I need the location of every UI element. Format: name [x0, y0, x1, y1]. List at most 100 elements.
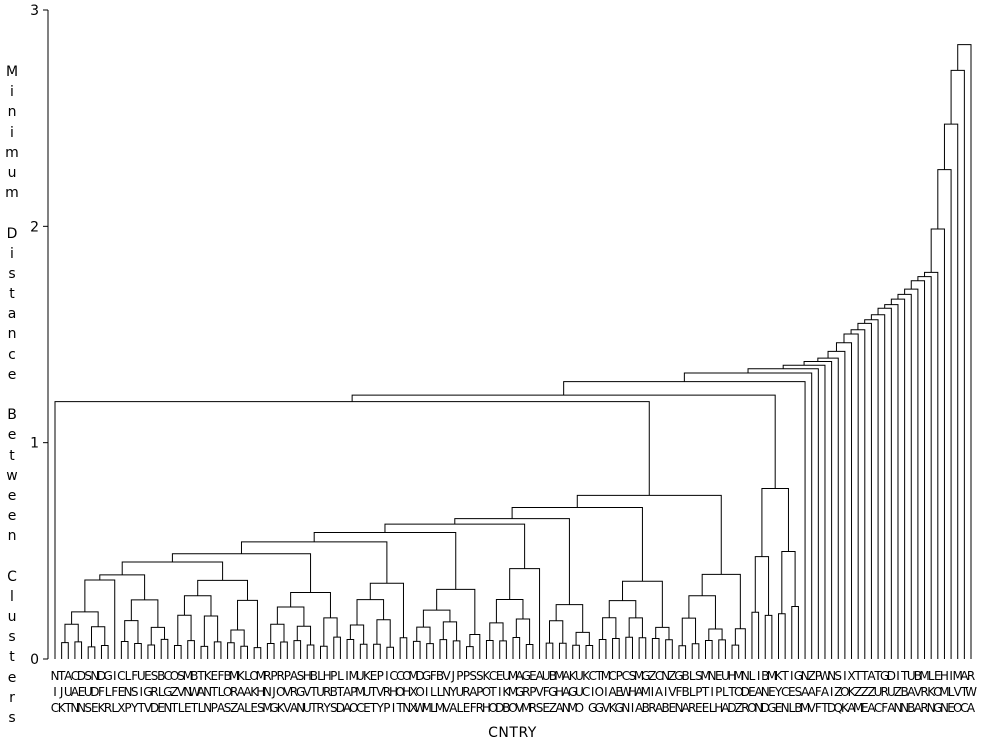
svg-text:I: I — [425, 685, 429, 699]
dendrogram-link — [943, 123, 959, 659]
svg-text:I: I — [949, 669, 953, 683]
dendrogram-link — [293, 640, 302, 659]
svg-text:U: U — [721, 669, 730, 683]
svg-text:G: G — [143, 685, 152, 699]
svg-text:X: X — [847, 669, 855, 683]
svg-text:R: R — [522, 685, 530, 699]
svg-text:N: N — [203, 701, 212, 715]
svg-text:A: A — [847, 701, 856, 715]
svg-text:A: A — [967, 701, 976, 715]
leaf-labels: NICTJKAUTCANDENSUSNDEDFKGLRIFLCEXLNPFSYU… — [51, 669, 978, 715]
svg-text:L: L — [430, 685, 437, 699]
leaf-label: WAT — [819, 669, 831, 715]
leaf-label: KOH — [482, 669, 492, 715]
leaf-label: AAN — [562, 669, 571, 715]
svg-text:V: V — [177, 685, 186, 699]
svg-text:A: A — [754, 685, 763, 699]
leaf-label: LAL — [243, 669, 252, 715]
svg-text:G: G — [674, 669, 683, 683]
svg-text:D: D — [887, 669, 896, 683]
svg-text:T: T — [137, 701, 146, 715]
svg-text:B: B — [190, 669, 198, 683]
svg-text:N: N — [203, 685, 212, 699]
svg-text:K: K — [927, 685, 936, 699]
svg-text:Z: Z — [861, 685, 869, 699]
dendrogram-link — [150, 626, 166, 645]
svg-text:Z: Z — [867, 685, 875, 699]
y-tick-label: 2 — [30, 219, 39, 235]
svg-text:K: K — [483, 669, 492, 683]
dendrogram-link — [270, 623, 285, 644]
svg-text:L: L — [105, 685, 112, 699]
svg-text:M: M — [953, 669, 963, 683]
leaf-label: TUC — [873, 669, 882, 715]
svg-text:T: T — [369, 701, 378, 715]
svg-text:C: C — [356, 701, 364, 715]
leaf-label: LTD — [336, 669, 345, 715]
leaf-label: PVV — [283, 669, 292, 715]
leaf-label: GMB — [641, 669, 651, 715]
svg-text:C: C — [164, 669, 172, 683]
svg-text:B: B — [642, 701, 650, 715]
leaf-label: NIL — [708, 669, 717, 715]
svg-text:C: C — [781, 685, 789, 699]
dendrogram-link — [499, 640, 507, 659]
dendrogram-link — [369, 582, 404, 638]
leaf-label: MNE — [183, 669, 193, 715]
dendrogram-link — [346, 638, 355, 659]
dendrogram-link — [509, 568, 541, 659]
svg-text:S: S — [84, 701, 92, 715]
svg-text:P: P — [476, 685, 483, 699]
svg-text:M: M — [554, 669, 564, 683]
svg-text:J: J — [450, 669, 455, 683]
y-tick-label: 3 — [30, 3, 39, 19]
svg-text:O: O — [415, 685, 424, 699]
svg-text:A: A — [960, 669, 969, 683]
leaf-label: GIM — [422, 669, 432, 715]
leaf-label: TZE — [860, 669, 869, 715]
leaf-label: NDR — [741, 669, 750, 715]
leaf-label: SPR — [476, 669, 484, 715]
leaf-label: UUO — [575, 669, 584, 715]
svg-text:P: P — [616, 669, 623, 683]
svg-text:R: R — [277, 669, 285, 683]
dendrogram-link — [147, 644, 156, 659]
svg-text:B: B — [681, 669, 689, 683]
leaf-label: UKB — [502, 669, 511, 715]
svg-text:N: N — [402, 701, 411, 715]
dendrogram-link — [183, 595, 212, 617]
dendrogram-link — [558, 642, 567, 659]
svg-text:A: A — [608, 685, 617, 699]
y-tick-label: 1 — [30, 436, 39, 452]
svg-text:S: S — [629, 669, 637, 683]
dendrogram-link — [803, 360, 833, 659]
svg-text:W: W — [819, 669, 831, 683]
svg-text:Z: Z — [735, 701, 743, 715]
svg-text:M: M — [853, 701, 863, 715]
dendrogram-link — [124, 620, 139, 644]
svg-text:C: C — [117, 669, 125, 683]
svg-text:K: K — [237, 669, 246, 683]
svg-text:P: P — [529, 685, 536, 699]
svg-text:N: N — [661, 669, 670, 683]
svg-text:K: K — [250, 685, 259, 699]
leaf-label: ZAV — [808, 669, 817, 715]
svg-text:R: R — [648, 701, 656, 715]
y-axis-title-char: w — [6, 467, 18, 484]
svg-text:L: L — [437, 685, 444, 699]
svg-text:D: D — [495, 701, 504, 715]
svg-text:K: K — [277, 701, 286, 715]
leaf-label: PEG — [615, 669, 624, 715]
dendrogram-link — [857, 322, 872, 659]
svg-text:B: B — [310, 669, 318, 683]
dendrogram-link — [356, 599, 385, 625]
leaf-label: MXX — [408, 669, 418, 715]
svg-text:N: N — [183, 685, 192, 699]
leaf-label: RNM — [262, 669, 272, 715]
svg-text:N: N — [90, 669, 99, 683]
leaf-label: BOS — [223, 669, 232, 715]
svg-text:F: F — [217, 669, 224, 683]
svg-text:Z: Z — [854, 685, 862, 699]
svg-text:S: S — [834, 669, 842, 683]
svg-text:D: D — [336, 701, 345, 715]
